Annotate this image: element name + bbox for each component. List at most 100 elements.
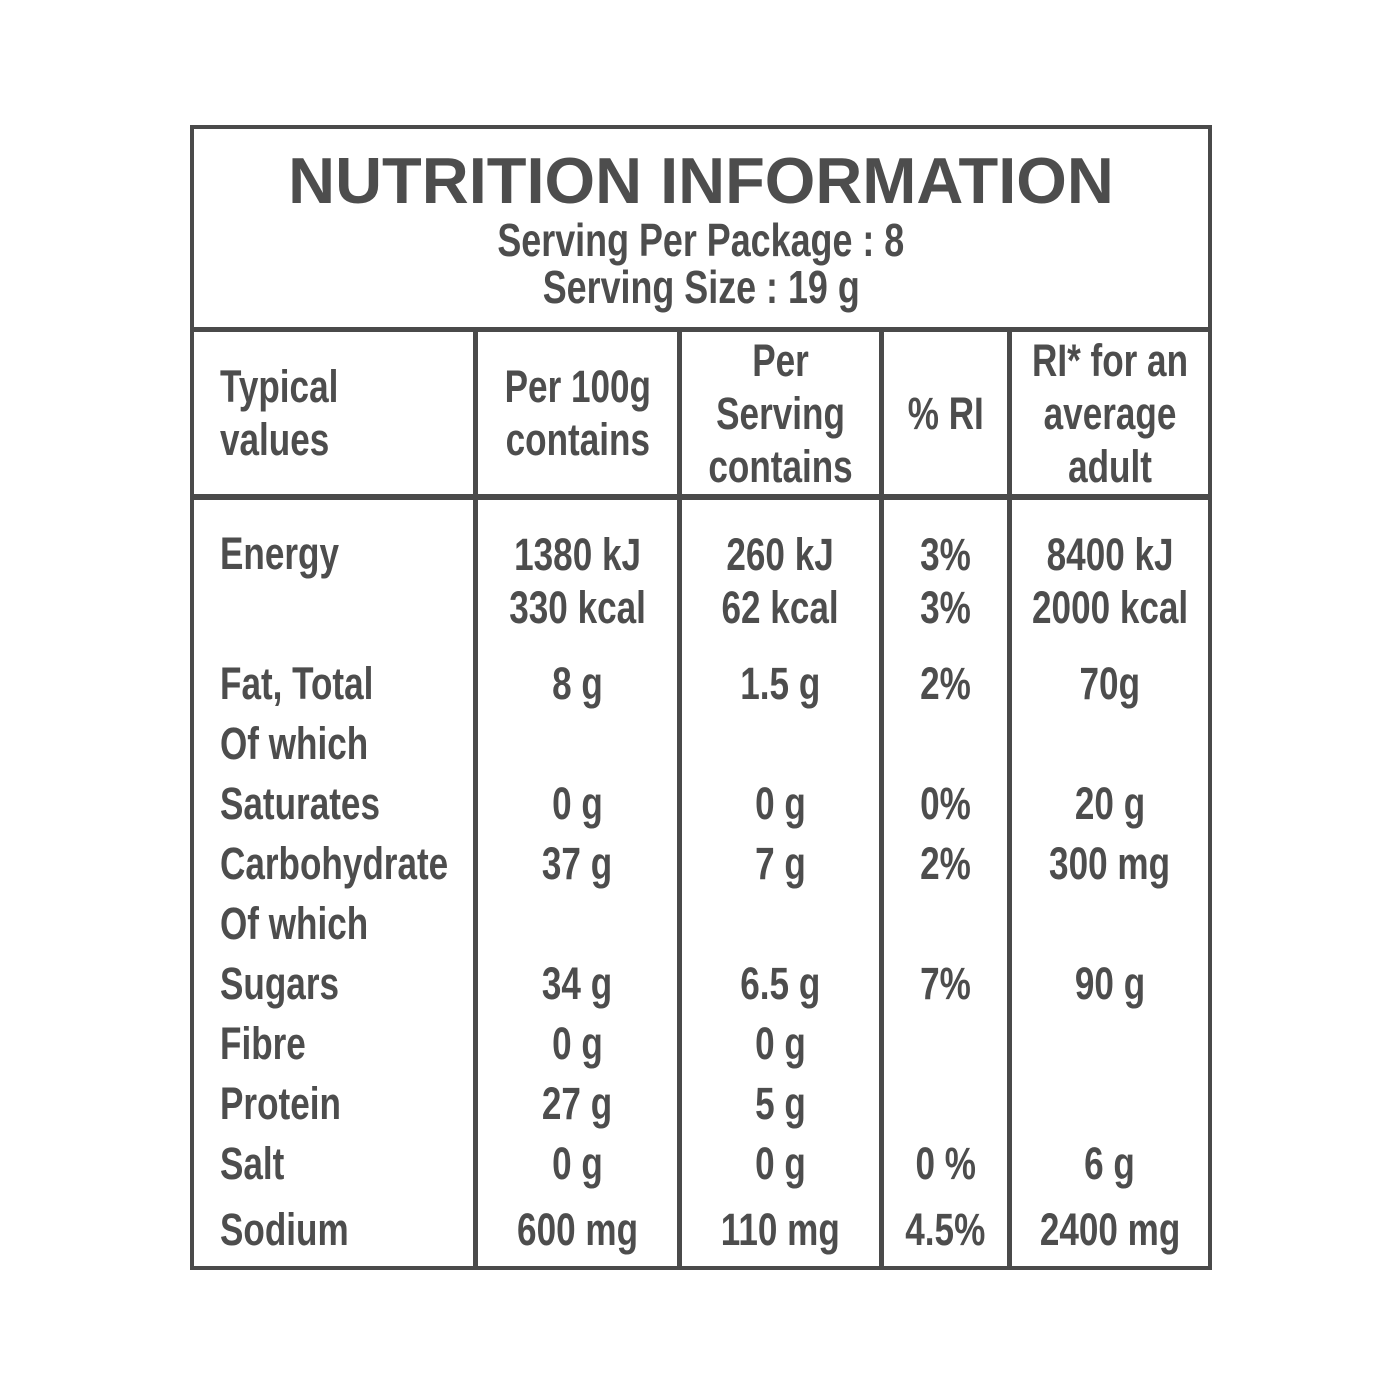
cell-adult-ri: 300 mg bbox=[1012, 834, 1208, 894]
cell-per-100g bbox=[478, 714, 682, 774]
cell-per-100g: 27 g bbox=[478, 1074, 682, 1134]
value: 0 g bbox=[552, 1138, 603, 1189]
row-label: Saturates bbox=[220, 778, 380, 829]
value-line: 2000 kcal bbox=[1031, 582, 1189, 633]
value: 37 g bbox=[542, 838, 613, 889]
table-body: Energy 1380 kJ 330 kcal 260 kJ 62 kcal bbox=[194, 500, 1208, 1266]
value: 300 mg bbox=[1049, 838, 1171, 889]
value: 70g bbox=[1079, 658, 1141, 709]
cell-pct-ri bbox=[884, 894, 1012, 954]
header-line: contains bbox=[708, 440, 853, 492]
cell-per-serving: 1.5 g bbox=[682, 654, 884, 714]
cell-per-serving: 0 g bbox=[682, 1014, 884, 1074]
value: 0 g bbox=[755, 778, 806, 829]
cell-pct-ri: 2% bbox=[884, 654, 1012, 714]
serving-per-package: Serving Per Package : 8 bbox=[497, 214, 905, 266]
row-label: Energy bbox=[220, 528, 339, 579]
cell-label: Carbohydrate bbox=[194, 834, 478, 894]
header-line: Serving bbox=[716, 387, 845, 439]
value: 0 % bbox=[915, 1138, 976, 1189]
value: 2400 mg bbox=[1039, 1204, 1181, 1255]
value: 90 g bbox=[1074, 958, 1146, 1009]
cell-pct-ri bbox=[884, 1074, 1012, 1134]
cell-adult-ri bbox=[1012, 1074, 1208, 1134]
serving-size: Serving Size : 19 g bbox=[542, 261, 860, 313]
row-label: Fat, Total bbox=[220, 658, 374, 709]
cell-per-100g: 600 mg bbox=[478, 1194, 682, 1266]
cell-adult-ri bbox=[1012, 714, 1208, 774]
value: 0 g bbox=[552, 778, 603, 829]
value: 7 g bbox=[755, 838, 806, 889]
value: 600 mg bbox=[517, 1204, 638, 1255]
cell-label: Sugars bbox=[194, 954, 478, 1014]
cell-pct-ri bbox=[884, 1014, 1012, 1074]
header-line: adult bbox=[1068, 440, 1152, 492]
row-label: Sugars bbox=[220, 958, 339, 1009]
value: 5 g bbox=[755, 1078, 806, 1129]
cell-pct-ri: 4.5% bbox=[884, 1194, 1012, 1266]
cell-adult-ri: 70g bbox=[1012, 654, 1208, 714]
cell-per-100g: 0 g bbox=[478, 1134, 682, 1194]
value: 7% bbox=[920, 958, 971, 1009]
row-label: Protein bbox=[220, 1078, 341, 1129]
label-title: NUTRITION INFORMATION bbox=[288, 144, 1114, 217]
header-line: % RI bbox=[907, 387, 984, 439]
header-line: average bbox=[1043, 387, 1177, 439]
label-header: NUTRITION INFORMATION Serving Per Packag… bbox=[194, 129, 1208, 332]
nutrition-label: NUTRITION INFORMATION Serving Per Packag… bbox=[190, 125, 1212, 1270]
value: 8 g bbox=[552, 658, 603, 709]
value-line: 1380 kJ bbox=[514, 529, 641, 580]
cell-per-100g bbox=[478, 894, 682, 954]
cell-per-100g: 1380 kJ 330 kcal bbox=[478, 500, 682, 654]
row-label: Carbohydrate bbox=[220, 838, 449, 889]
value: 2% bbox=[920, 658, 971, 709]
header-cell-per-100g: Per 100g contains bbox=[478, 332, 682, 494]
value-line: 330 kcal bbox=[509, 582, 646, 633]
cell-label: Fibre bbox=[194, 1014, 478, 1074]
cell-adult-ri: 8400 kJ 2000 kcal bbox=[1012, 500, 1208, 654]
header-line: Typical bbox=[220, 361, 339, 412]
value: 34 g bbox=[542, 958, 613, 1009]
cell-per-serving: 0 g bbox=[682, 774, 884, 834]
cell-per-serving bbox=[682, 714, 884, 774]
cell-per-100g: 8 g bbox=[478, 654, 682, 714]
value: 0 g bbox=[755, 1018, 806, 1069]
header-cell-pct-ri: % RI bbox=[884, 332, 1012, 494]
value: 6.5 g bbox=[740, 958, 821, 1009]
cell-pct-ri: 0% bbox=[884, 774, 1012, 834]
value: 6 g bbox=[1084, 1138, 1136, 1189]
value-line: 260 kJ bbox=[726, 529, 835, 580]
cell-per-serving: 260 kJ 62 kcal bbox=[682, 500, 884, 654]
value-line: 8400 kJ bbox=[1046, 529, 1174, 580]
cell-label: Fat, Total bbox=[194, 654, 478, 714]
row-label: Of which bbox=[220, 898, 369, 949]
value: 0 g bbox=[755, 1138, 806, 1189]
cell-per-serving bbox=[682, 894, 884, 954]
value: 0 g bbox=[552, 1018, 603, 1069]
cell-adult-ri bbox=[1012, 1014, 1208, 1074]
header-line: contains bbox=[505, 414, 650, 465]
value: 4.5% bbox=[905, 1204, 986, 1255]
cell-pct-ri: 2% bbox=[884, 834, 1012, 894]
row-label: Sodium bbox=[220, 1204, 349, 1255]
cell-label: Sodium bbox=[194, 1194, 478, 1266]
cell-per-serving: 0 g bbox=[682, 1134, 884, 1194]
cell-per-serving: 6.5 g bbox=[682, 954, 884, 1014]
cell-adult-ri bbox=[1012, 894, 1208, 954]
cell-per-100g: 34 g bbox=[478, 954, 682, 1014]
value: 110 mg bbox=[720, 1204, 841, 1255]
cell-label: Salt bbox=[194, 1134, 478, 1194]
value-line: 62 kcal bbox=[721, 582, 840, 633]
cell-label: Of which bbox=[194, 894, 478, 954]
cell-adult-ri: 2400 mg bbox=[1012, 1194, 1208, 1266]
value: 2% bbox=[920, 838, 971, 889]
cell-per-serving: 110 mg bbox=[682, 1194, 884, 1266]
table-header-row: Typical values Per 100g contains Per Ser… bbox=[194, 332, 1208, 500]
header-cell-adult-ri: RI* for an average adult bbox=[1012, 332, 1208, 494]
row-label: Fibre bbox=[220, 1018, 306, 1069]
value: 0% bbox=[920, 778, 971, 829]
cell-per-serving: 5 g bbox=[682, 1074, 884, 1134]
cell-pct-ri: 3% 3% bbox=[884, 500, 1012, 654]
header-cell-per-serving: Per Serving contains bbox=[682, 332, 884, 494]
